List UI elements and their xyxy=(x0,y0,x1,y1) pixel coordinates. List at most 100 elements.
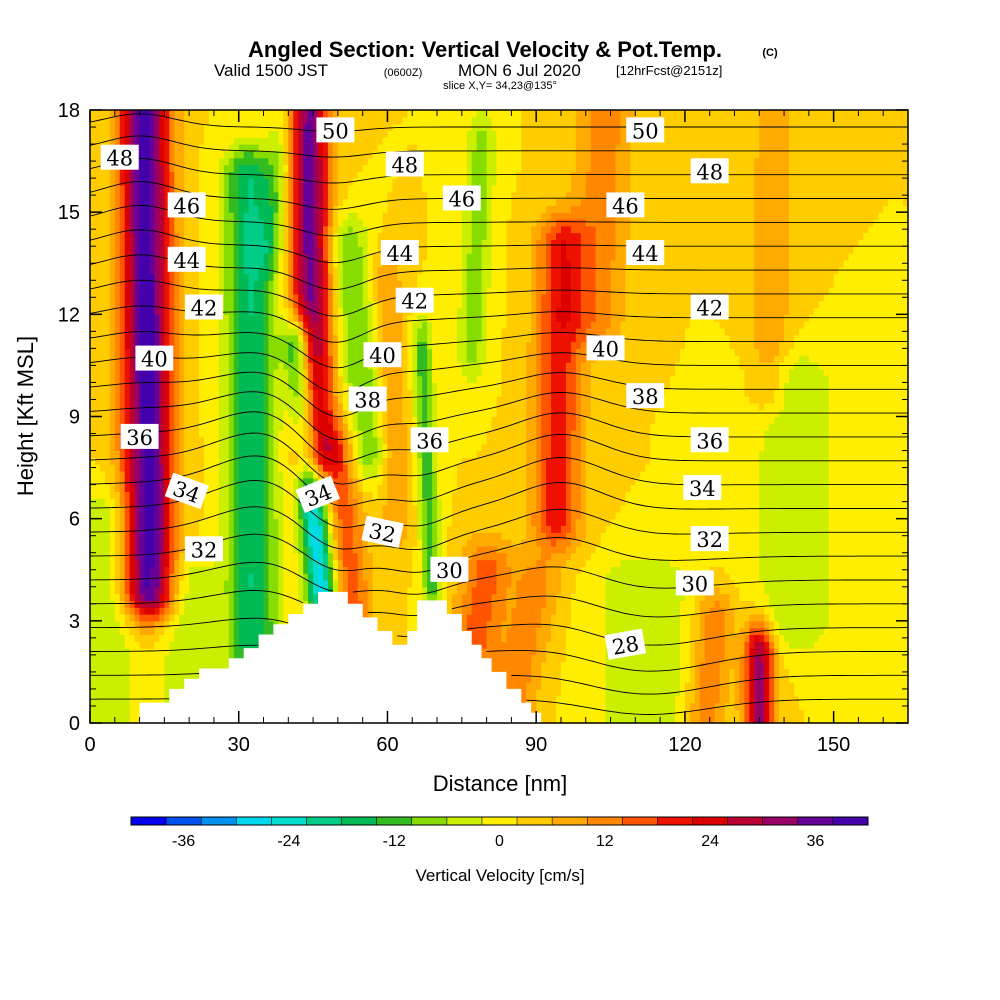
velocity-cell xyxy=(169,511,175,520)
velocity-cell xyxy=(714,716,721,724)
velocity-cell xyxy=(679,545,686,554)
velocity-cell xyxy=(451,586,458,595)
velocity-cell xyxy=(159,593,165,601)
velocity-cell xyxy=(342,532,349,540)
velocity-cell xyxy=(536,532,542,540)
velocity-cell xyxy=(898,661,904,670)
velocity-cell xyxy=(754,532,760,540)
velocity-cell xyxy=(570,518,577,527)
velocity-cell xyxy=(585,552,592,561)
velocity-cell xyxy=(99,511,106,520)
velocity-cell xyxy=(104,511,111,520)
velocity-cell xyxy=(898,525,904,533)
velocity-cell xyxy=(258,532,265,540)
velocity-cell xyxy=(268,593,275,601)
velocity-cell xyxy=(466,552,473,561)
velocity-cell xyxy=(124,511,131,520)
velocity-cell xyxy=(898,579,904,588)
velocity-cell xyxy=(144,682,151,690)
velocity-cell xyxy=(645,586,651,595)
velocity-cell xyxy=(670,668,676,676)
velocity-cell xyxy=(754,539,760,547)
velocity-cell xyxy=(863,573,869,581)
velocity-cell xyxy=(94,688,101,697)
velocity-cell xyxy=(129,702,136,710)
velocity-cell xyxy=(848,518,855,527)
velocity-cell xyxy=(154,573,161,581)
velocity-cell xyxy=(833,661,840,670)
velocity-cell xyxy=(417,539,423,547)
velocity-cell xyxy=(709,668,716,676)
velocity-cell xyxy=(798,709,805,717)
velocity-cell xyxy=(848,525,855,533)
velocity-cell xyxy=(243,573,250,581)
velocity-cell xyxy=(169,579,175,588)
velocity-cell xyxy=(134,661,141,670)
velocity-cell xyxy=(789,525,795,533)
velocity-cell xyxy=(863,518,869,527)
velocity-cell xyxy=(536,634,542,642)
velocity-cell xyxy=(699,634,706,642)
velocity-cell xyxy=(556,545,562,554)
velocity-cell xyxy=(674,566,681,574)
velocity-cell xyxy=(506,654,512,663)
velocity-cell xyxy=(898,716,904,724)
velocity-cell xyxy=(903,682,909,690)
velocity-cell xyxy=(104,552,111,561)
velocity-cell xyxy=(823,559,830,567)
velocity-cell xyxy=(813,525,820,533)
velocity-cell xyxy=(337,573,344,581)
velocity-cell xyxy=(208,648,215,656)
velocity-cell xyxy=(590,648,597,656)
velocity-cell xyxy=(719,579,726,588)
velocity-cell xyxy=(769,682,775,690)
velocity-cell xyxy=(99,661,106,670)
velocity-cell xyxy=(828,573,835,581)
velocity-cell xyxy=(838,545,845,554)
velocity-cell xyxy=(585,525,592,533)
velocity-cell xyxy=(233,607,240,615)
velocity-cell xyxy=(684,695,691,704)
velocity-cell xyxy=(194,654,200,663)
velocity-cell xyxy=(536,518,542,527)
velocity-cell xyxy=(154,586,161,595)
velocity-cell xyxy=(273,539,279,547)
velocity-cell xyxy=(729,675,736,683)
velocity-cell xyxy=(873,620,879,629)
velocity-cell xyxy=(288,552,294,561)
velocity-cell xyxy=(878,566,884,574)
velocity-cell xyxy=(833,627,840,636)
velocity-cell xyxy=(347,545,354,554)
velocity-cell xyxy=(670,654,676,663)
velocity-cell xyxy=(650,716,656,724)
velocity-cell xyxy=(536,573,542,581)
velocity-cell xyxy=(516,614,522,622)
velocity-cell xyxy=(541,559,547,567)
velocity-cell xyxy=(179,593,185,601)
velocity-cell xyxy=(729,552,736,561)
velocity-cell xyxy=(719,586,726,595)
velocity-cell xyxy=(873,682,879,690)
velocity-cell xyxy=(174,627,180,636)
velocity-cell xyxy=(883,573,889,581)
velocity-cell xyxy=(516,518,522,527)
velocity-cell xyxy=(109,709,116,717)
velocity-cell xyxy=(754,552,760,561)
velocity-cell xyxy=(590,573,597,581)
velocity-cell xyxy=(546,668,552,676)
velocity-cell xyxy=(372,593,379,601)
velocity-cell xyxy=(476,614,483,622)
velocity-cell xyxy=(699,668,706,676)
velocity-cell xyxy=(620,668,627,676)
velocity-cell xyxy=(94,702,101,710)
velocity-cell xyxy=(551,545,557,554)
velocity-cell xyxy=(159,600,165,608)
velocity-cell xyxy=(575,716,582,724)
velocity-cell xyxy=(511,634,517,642)
velocity-cell xyxy=(848,573,855,581)
velocity-cell xyxy=(159,648,165,656)
velocity-cell xyxy=(293,539,299,547)
velocity-cell xyxy=(134,552,141,561)
velocity-cell xyxy=(511,675,517,683)
velocity-cell xyxy=(308,573,314,581)
